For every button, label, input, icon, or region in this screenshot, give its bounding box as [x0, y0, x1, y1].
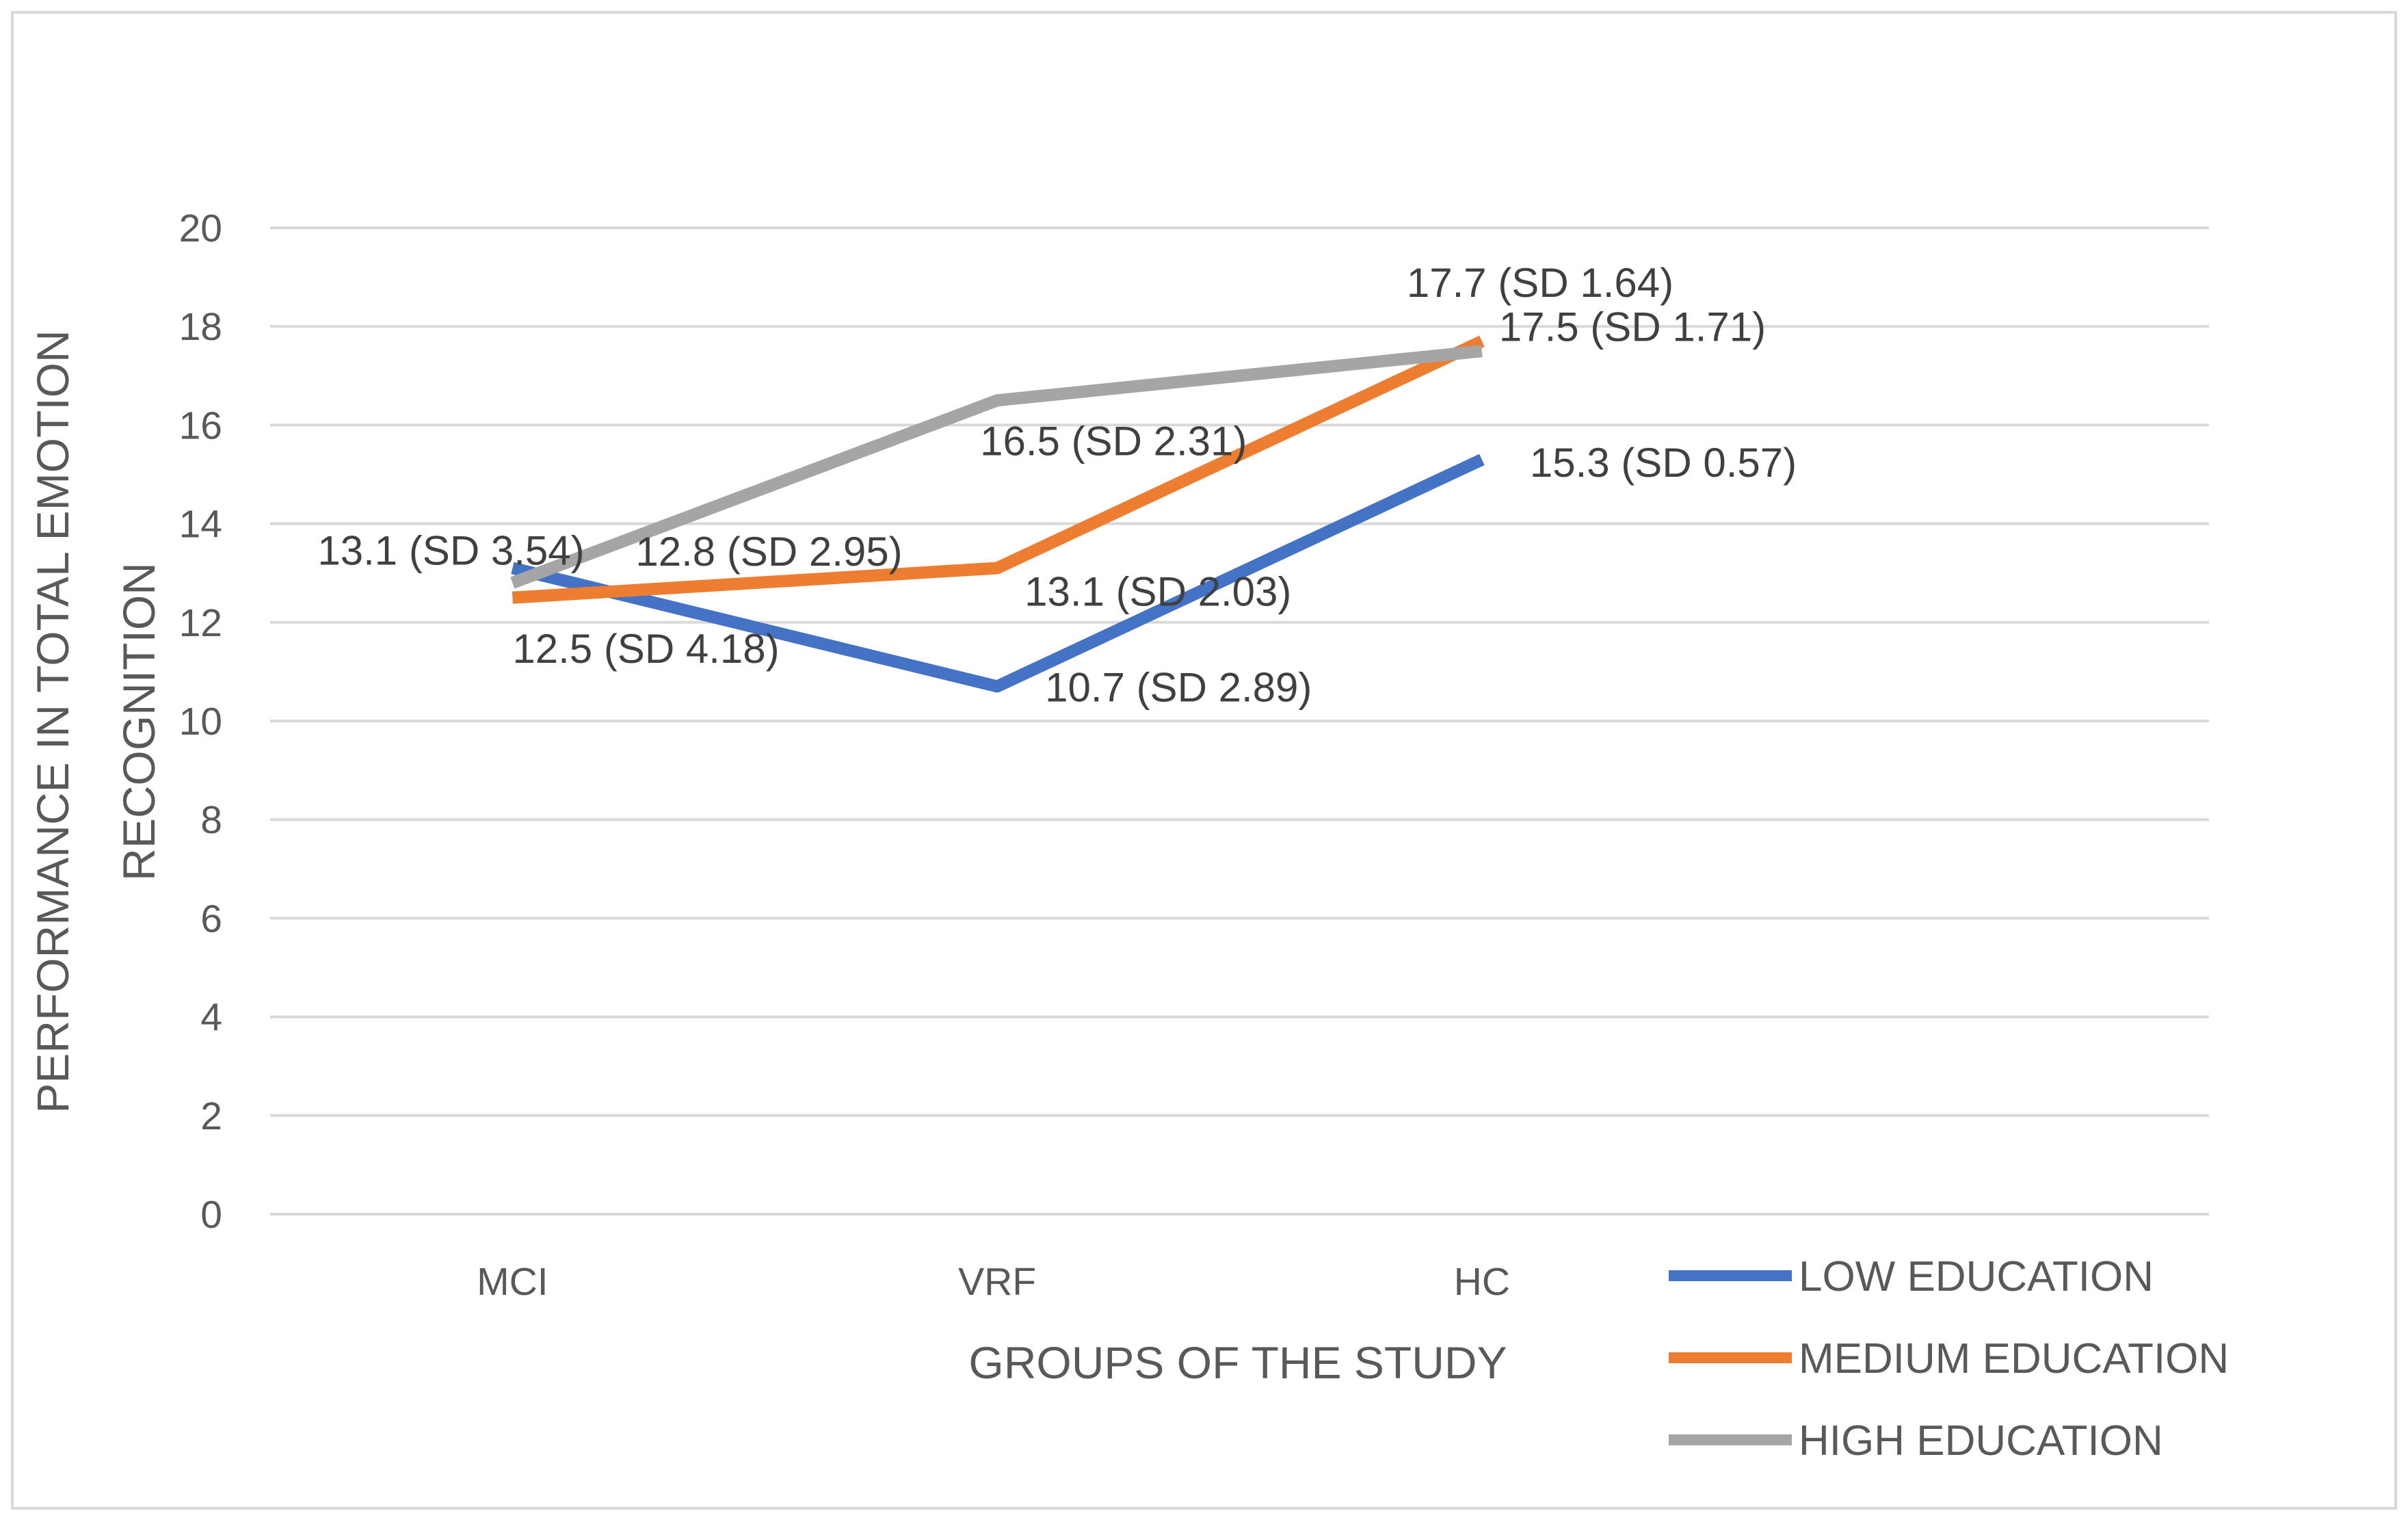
legend: LOW EDUCATION MEDIUM EDUCATION HIGH EDUCAT…	[1669, 1253, 2229, 1464]
chart-border	[11, 11, 2397, 1510]
y-tick-label-12: 12	[179, 601, 222, 645]
y-tick-label-14: 14	[179, 503, 222, 547]
series-line-medium-education	[512, 335, 1485, 604]
series-lines	[510, 335, 1485, 693]
y-axis-title-line-1: PERFORMANCE IN TOTAL EMOTION	[27, 330, 78, 1113]
legend-label-medium-education: MEDIUM EDUCATION	[1799, 1335, 2229, 1382]
x-axis-ticks: MCI VRF HC	[477, 1260, 1510, 1304]
y-tick-label-8: 8	[200, 798, 222, 842]
legend-label-high-education: HIGH EDUCATION	[1799, 1417, 2163, 1464]
y-tick-label-2: 2	[200, 1094, 222, 1138]
y-axis-title-line-2: RECOGNITION	[114, 562, 164, 881]
data-label-high-education-hc: 17.5 (SD 1.71)	[1499, 304, 1766, 350]
legend-label-low-education: LOW EDUCATION	[1799, 1253, 2154, 1300]
y-tick-label-18: 18	[179, 305, 222, 349]
data-label-high-education-mci: 12.8 (SD 2.95)	[635, 529, 902, 575]
x-tick-label-hc: HC	[1454, 1260, 1510, 1304]
data-label-medium-education-hc: 17.7 (SD 1.64)	[1407, 260, 1673, 306]
y-tick-label-0: 0	[200, 1193, 222, 1237]
series-line-low-education	[511, 454, 1485, 693]
data-label-medium-education-mci: 12.5 (SD 4.18)	[512, 626, 779, 672]
y-tick-label-10: 10	[179, 700, 222, 744]
data-label-low-education-mci: 13.1 (SD 3.54)	[317, 527, 584, 573]
data-label-low-education-vrf: 10.7 (SD 2.89)	[1045, 665, 1312, 711]
data-label-low-education-hc: 15.3 (SD 0.57)	[1530, 440, 1797, 486]
y-axis-ticks: 0 2 4 6 8 10 12 14 16 18 20	[179, 207, 222, 1237]
y-tick-label-20: 20	[179, 207, 222, 250]
y-tick-label-6: 6	[200, 897, 222, 941]
gridlines	[270, 226, 2209, 1216]
x-axis-title: GROUPS OF THE STUDY	[968, 1337, 1507, 1388]
y-axis-title: PERFORMANCE IN TOTAL EMOTION RECOGNITION	[27, 330, 164, 1113]
y-tick-label-16: 16	[179, 404, 222, 447]
x-tick-label-mci: MCI	[477, 1260, 548, 1304]
data-label-high-education-vrf: 16.5 (SD 2.31)	[980, 418, 1247, 464]
series-line-high-education	[510, 345, 1483, 589]
x-tick-label-vrf: VRF	[958, 1260, 1036, 1304]
y-tick-label-4: 4	[200, 996, 222, 1040]
data-labels: 13.1 (SD 3.54) 10.7 (SD 2.89) 15.3 (SD 0.5…	[317, 260, 1797, 711]
data-label-medium-education-vrf: 13.1 (SD 2.03)	[1024, 568, 1291, 614]
